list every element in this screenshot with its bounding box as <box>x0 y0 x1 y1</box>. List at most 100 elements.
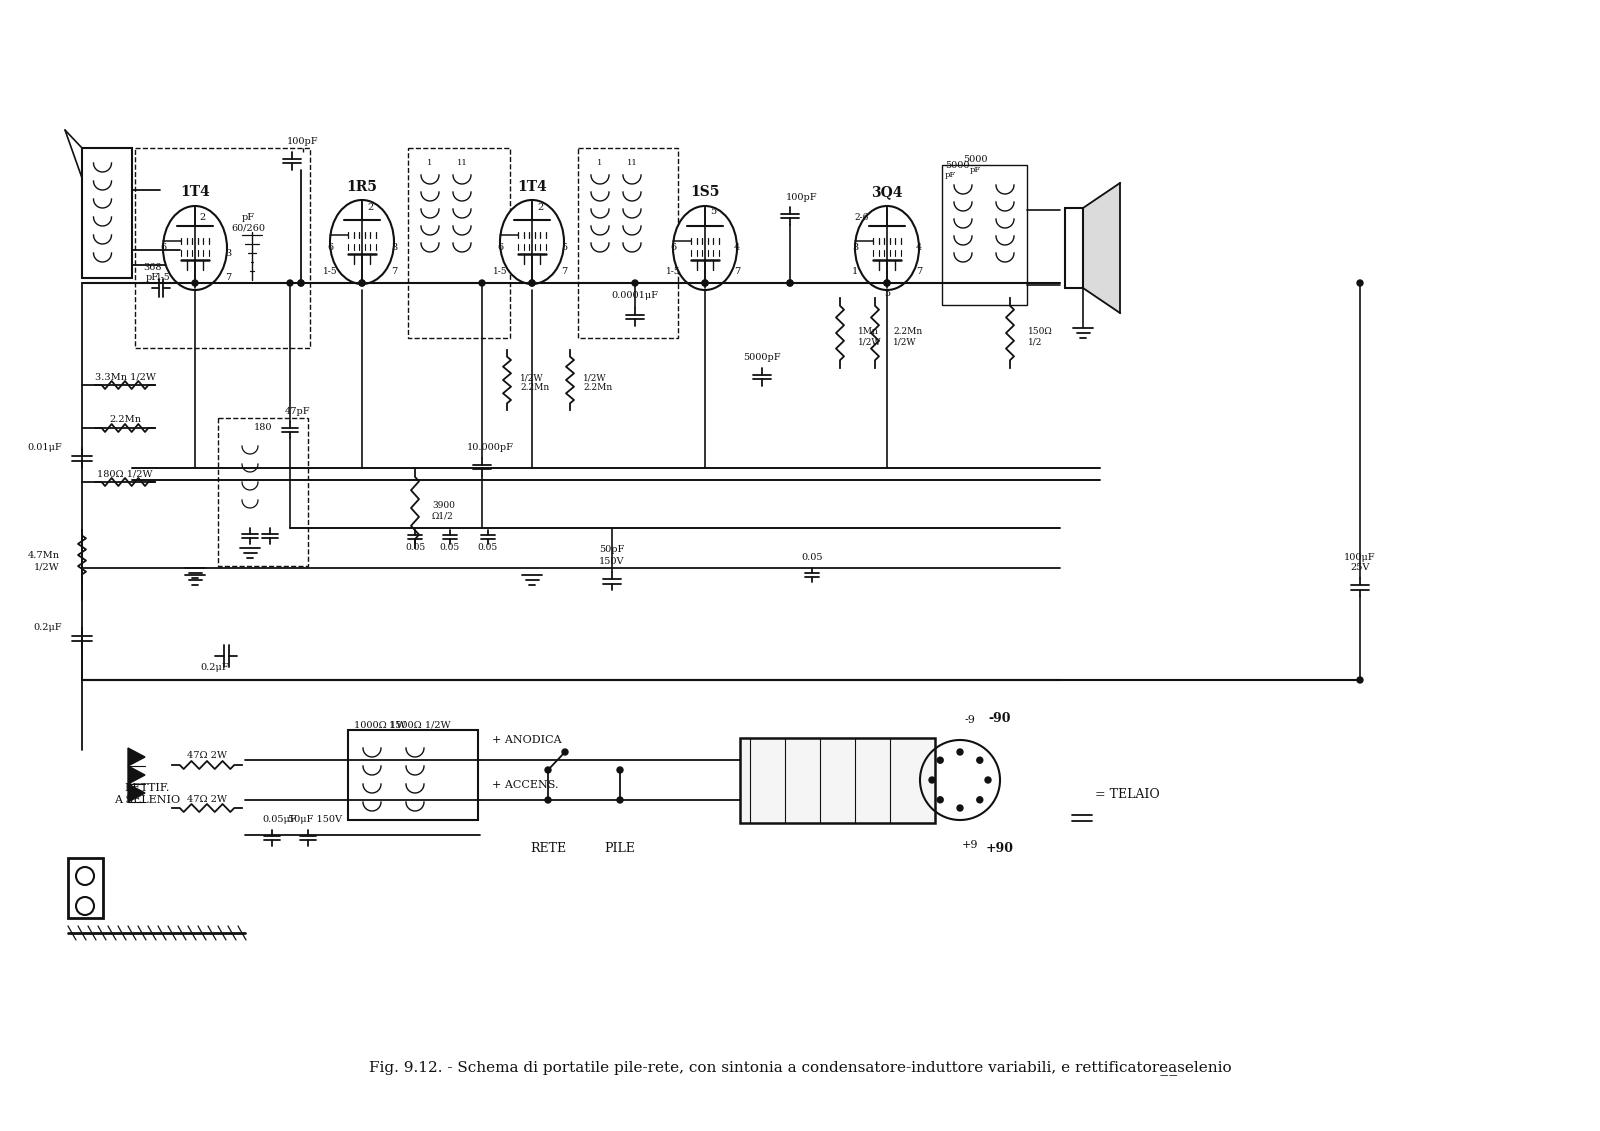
Text: 1T4: 1T4 <box>181 185 210 199</box>
Text: 5000pF: 5000pF <box>742 354 781 363</box>
Text: 50pF: 50pF <box>600 545 624 554</box>
Text: 7: 7 <box>734 268 741 276</box>
Text: 1/2W: 1/2W <box>520 373 544 382</box>
Text: A SELENIO: A SELENIO <box>114 795 181 805</box>
Text: 7: 7 <box>562 268 566 276</box>
Bar <box>134 148 310 348</box>
Text: pF: pF <box>946 171 957 179</box>
Bar <box>349 729 478 820</box>
Text: -9: -9 <box>965 715 976 725</box>
Text: 4: 4 <box>915 243 922 252</box>
Text: 5000: 5000 <box>963 155 987 164</box>
Text: 100μF: 100μF <box>1344 553 1376 562</box>
Circle shape <box>298 280 304 286</box>
Text: 1-5: 1-5 <box>493 268 507 276</box>
Text: +90: +90 <box>986 841 1014 855</box>
Text: 3Q4: 3Q4 <box>872 185 902 199</box>
Ellipse shape <box>330 200 394 284</box>
Text: 2.2Mn: 2.2Mn <box>520 383 549 392</box>
Text: 7: 7 <box>226 274 230 283</box>
Text: 2-6: 2-6 <box>854 214 869 223</box>
Text: 3: 3 <box>851 243 858 252</box>
Circle shape <box>986 777 990 783</box>
Circle shape <box>883 280 890 286</box>
Text: 1/2: 1/2 <box>1027 337 1042 346</box>
Text: 47Ω 2W: 47Ω 2W <box>187 751 227 760</box>
Text: 5: 5 <box>710 207 717 216</box>
Text: + ACCENS.: + ACCENS. <box>493 780 558 789</box>
Text: 1: 1 <box>597 159 603 167</box>
Circle shape <box>702 280 707 286</box>
Text: 0.05: 0.05 <box>478 544 498 553</box>
Text: pF: pF <box>970 166 981 174</box>
Circle shape <box>957 749 963 756</box>
Bar <box>739 739 934 823</box>
Text: 0.05: 0.05 <box>802 553 822 562</box>
Text: 1/2W: 1/2W <box>893 337 917 346</box>
Text: -90: -90 <box>989 711 1011 725</box>
Circle shape <box>530 280 534 286</box>
Text: pF: pF <box>146 274 158 283</box>
Ellipse shape <box>499 200 563 284</box>
Circle shape <box>930 777 934 783</box>
Text: pF: pF <box>242 214 254 223</box>
Text: 1/2W: 1/2W <box>858 337 882 346</box>
Text: 7: 7 <box>915 268 922 276</box>
Polygon shape <box>128 748 146 766</box>
Circle shape <box>976 757 982 763</box>
Text: 5: 5 <box>562 243 566 252</box>
Circle shape <box>358 280 365 286</box>
Circle shape <box>298 280 304 286</box>
Polygon shape <box>1083 183 1120 313</box>
Text: 7: 7 <box>390 268 397 276</box>
Circle shape <box>618 797 622 803</box>
Text: 0.0001μF: 0.0001μF <box>611 291 659 300</box>
Text: 2.2Mn: 2.2Mn <box>893 328 922 337</box>
Text: 47Ω 2W: 47Ω 2W <box>187 794 227 803</box>
Circle shape <box>787 280 794 286</box>
Text: 1T4: 1T4 <box>517 180 547 195</box>
Ellipse shape <box>854 206 918 290</box>
Text: 1Mn: 1Mn <box>858 328 878 337</box>
Text: Fig. 9.12. - Schema di portatile pile-rete, con sintonia a condensatore-induttor: Fig. 9.12. - Schema di portatile pile-re… <box>368 1061 1232 1076</box>
Text: 1: 1 <box>427 159 432 167</box>
Text: 6: 6 <box>670 243 677 252</box>
Circle shape <box>192 280 198 286</box>
Text: 11: 11 <box>627 159 637 167</box>
Circle shape <box>702 280 707 286</box>
Text: 150V: 150V <box>600 558 624 567</box>
Text: 0.01μF: 0.01μF <box>27 443 62 452</box>
Text: 150Ω: 150Ω <box>1027 328 1053 337</box>
Circle shape <box>938 797 944 803</box>
Text: 10.000pF: 10.000pF <box>467 443 514 452</box>
Text: 50μF 150V: 50μF 150V <box>288 815 342 824</box>
Text: +9: +9 <box>962 840 978 851</box>
Text: 0.2μF: 0.2μF <box>200 664 229 673</box>
Bar <box>942 165 1027 305</box>
Text: 2.2Mn: 2.2Mn <box>582 383 613 392</box>
Circle shape <box>1357 280 1363 286</box>
Text: 100pF: 100pF <box>786 192 818 201</box>
Text: 1-5: 1-5 <box>155 274 170 283</box>
Text: 100pF: 100pF <box>286 138 318 147</box>
Text: 6: 6 <box>326 243 333 252</box>
Text: Ω1/2: Ω1/2 <box>432 511 454 520</box>
Text: 1/2W: 1/2W <box>34 562 61 571</box>
Circle shape <box>1357 677 1363 683</box>
Text: 1: 1 <box>851 268 858 276</box>
Bar <box>408 148 510 338</box>
Text: 1000Ω 1W: 1000Ω 1W <box>354 720 406 729</box>
Text: 6: 6 <box>160 243 166 252</box>
Text: 1R5: 1R5 <box>347 180 378 195</box>
Text: 1/2W: 1/2W <box>582 373 606 382</box>
Circle shape <box>562 749 568 756</box>
Circle shape <box>938 757 944 763</box>
Circle shape <box>478 280 485 286</box>
Text: 6: 6 <box>498 243 502 252</box>
Text: 1-5: 1-5 <box>666 268 680 276</box>
Circle shape <box>358 280 365 286</box>
Circle shape <box>957 805 963 811</box>
Text: 0.05μF: 0.05μF <box>262 815 298 824</box>
Text: 3900: 3900 <box>432 501 454 510</box>
Text: 11: 11 <box>456 159 467 167</box>
